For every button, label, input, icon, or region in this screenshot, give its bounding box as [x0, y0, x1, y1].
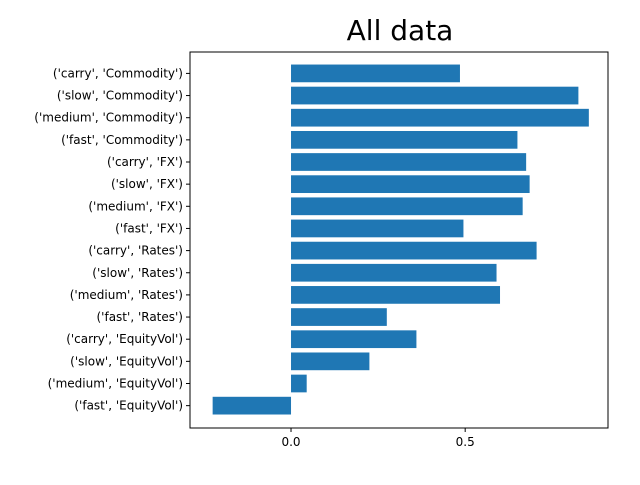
bar	[291, 352, 370, 371]
y-tick-label: ('slow', 'EquityVol')	[70, 354, 183, 368]
bar	[291, 175, 530, 194]
bar	[291, 330, 417, 349]
bars-layer	[212, 64, 589, 415]
x-axis-ticks: 0.0 0.5	[281, 428, 475, 449]
chart-title: All data	[347, 14, 454, 47]
y-tick-label: ('carry', 'Rates')	[88, 244, 183, 258]
y-tick-label: ('medium', 'Commodity')	[34, 111, 183, 125]
y-tick-label: ('fast', 'Commodity')	[61, 133, 183, 147]
bar	[291, 64, 460, 83]
bar	[291, 219, 464, 238]
y-tick-label: ('fast', 'FX')	[115, 221, 183, 235]
bar	[291, 153, 527, 171]
x-tick-label: 0.0	[281, 435, 300, 449]
x-tick-label: 0.5	[456, 435, 475, 449]
y-tick-label: ('slow', 'Rates')	[92, 266, 183, 280]
y-tick-label: ('fast', 'EquityVol')	[74, 399, 183, 413]
bar	[291, 286, 501, 304]
y-tick-label: ('slow', 'Commodity')	[57, 89, 183, 103]
bar	[291, 86, 579, 105]
bar	[291, 108, 589, 127]
y-tick-label: ('carry', 'Commodity')	[53, 66, 183, 80]
bar	[291, 241, 537, 260]
y-tick-label: ('carry', 'FX')	[107, 155, 183, 169]
y-tick-label: ('slow', 'FX')	[111, 177, 183, 191]
y-tick-label: ('carry', 'EquityVol')	[66, 332, 183, 346]
y-axis-ticks: ('carry', 'Commodity') ('slow', 'Commodit…	[34, 66, 190, 413]
y-tick-label: ('medium', 'FX')	[88, 199, 183, 213]
bar	[291, 308, 387, 326]
plot-area-frame	[189, 51, 609, 429]
y-tick-label: ('fast', 'Rates')	[97, 310, 184, 324]
bar	[212, 396, 292, 415]
bar	[291, 263, 497, 282]
y-tick-label: ('medium', 'Rates')	[70, 288, 183, 302]
y-tick-label: ('medium', 'EquityVol')	[48, 377, 183, 391]
bar	[291, 374, 307, 393]
bar	[291, 197, 523, 216]
bar	[291, 130, 518, 149]
